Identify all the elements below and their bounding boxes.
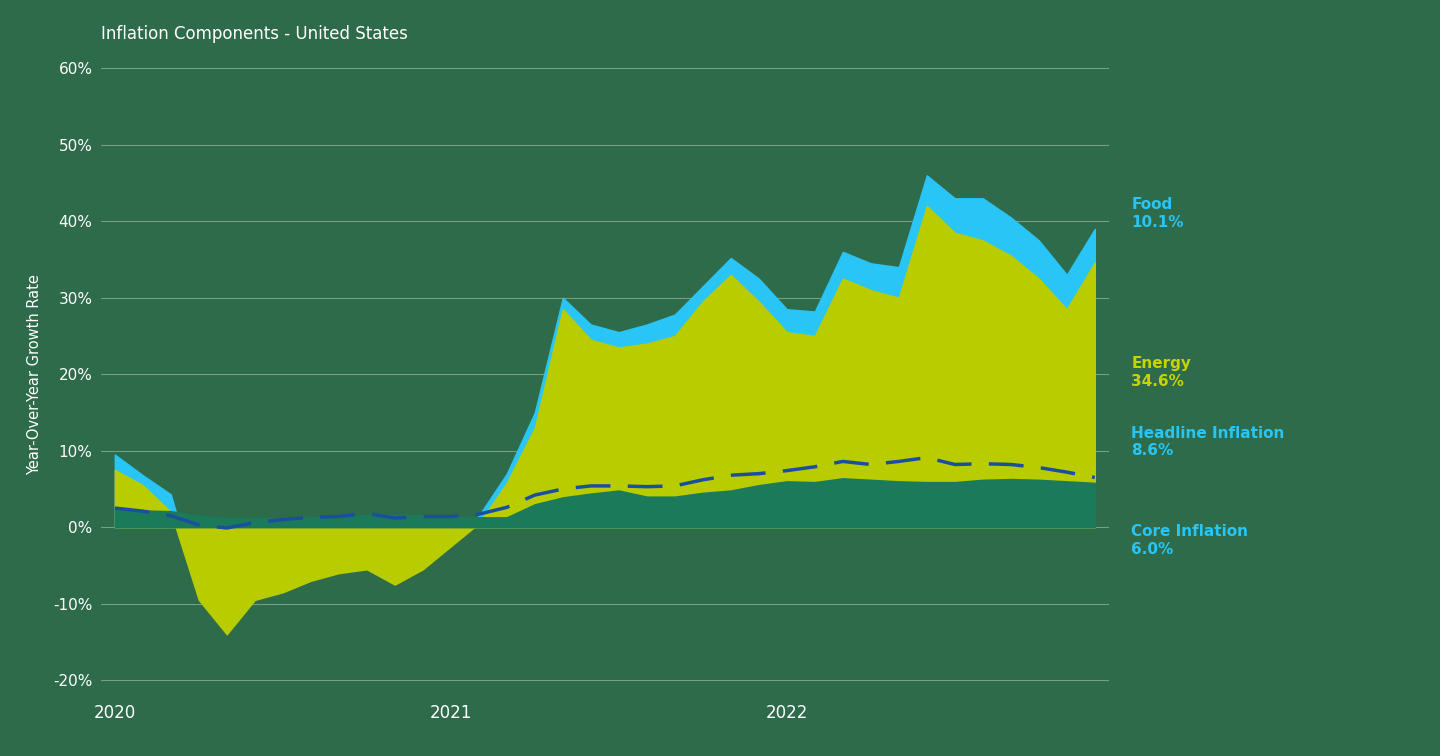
Text: Headline Inflation
8.6%: Headline Inflation 8.6%: [1132, 426, 1284, 458]
Text: Energy
34.6%: Energy 34.6%: [1132, 357, 1191, 389]
Y-axis label: Year-Over-Year Growth Rate: Year-Over-Year Growth Rate: [27, 274, 42, 475]
Text: Inflation Components - United States: Inflation Components - United States: [101, 25, 408, 43]
Text: Food
10.1%: Food 10.1%: [1132, 197, 1184, 230]
Text: Core Inflation
6.0%: Core Inflation 6.0%: [1132, 524, 1248, 556]
